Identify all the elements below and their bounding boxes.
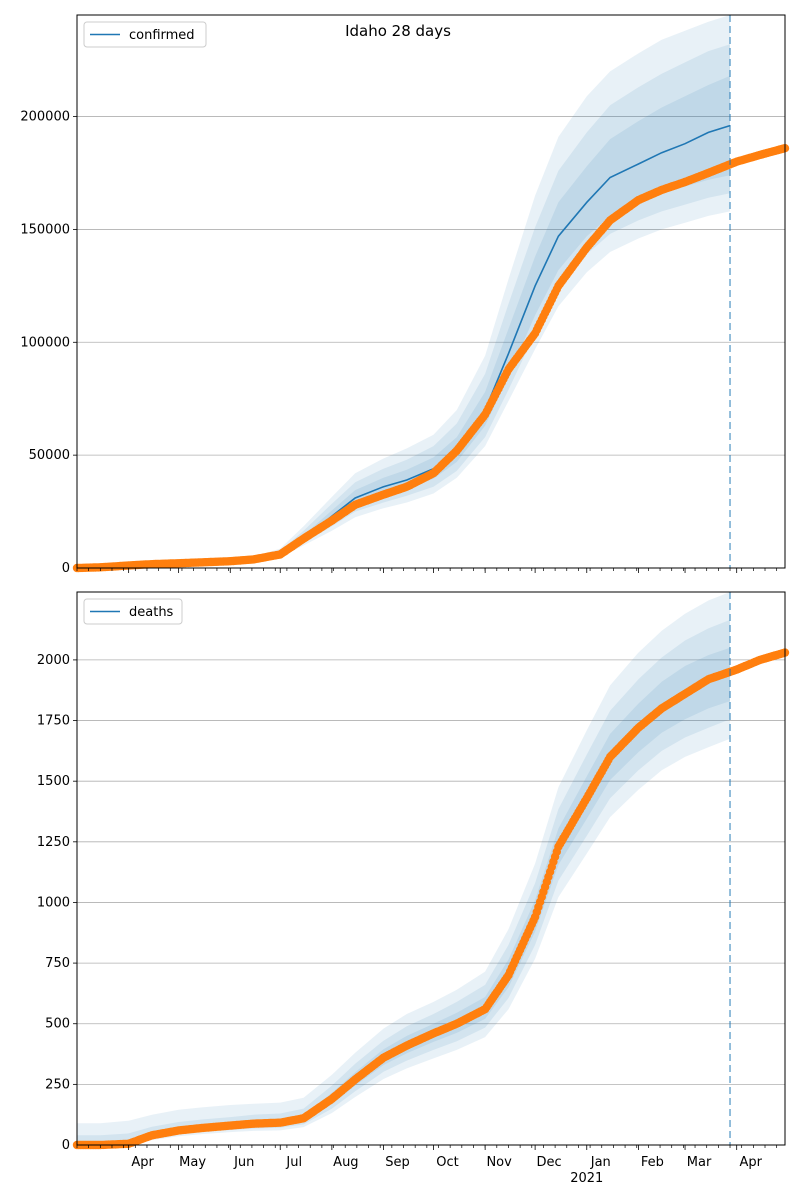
x-tick-label: Aug xyxy=(333,1155,358,1170)
y-tick-label: 1250 xyxy=(37,835,70,850)
x-tick-label: Jun xyxy=(233,1155,254,1170)
x-tick-label: Apr xyxy=(131,1155,154,1170)
y-tick-label: 2000 xyxy=(37,653,70,668)
figure-title: Idaho 28 days xyxy=(345,22,451,40)
band-inner xyxy=(230,75,731,562)
confirmed-chart: 0 50000 100000 150000 200000 confirmed xyxy=(20,14,790,576)
band-inner xyxy=(77,647,730,1145)
legend-box xyxy=(83,598,183,625)
observed-series xyxy=(72,144,790,573)
observed-series xyxy=(72,648,790,1150)
band-middle xyxy=(77,619,730,1145)
band-outer xyxy=(230,15,731,563)
y-tick-label: 50000 xyxy=(29,448,70,463)
band-outer xyxy=(77,592,730,1145)
y-tick-label: 750 xyxy=(45,956,70,971)
x-tick-label: Apr xyxy=(739,1155,762,1170)
legend: deaths xyxy=(83,598,183,625)
x-tick-label: Nov xyxy=(486,1155,512,1170)
band-middle xyxy=(230,44,731,563)
legend-box xyxy=(83,21,207,48)
x-year-label: 2021 xyxy=(570,1171,603,1186)
y-tick-label: 0 xyxy=(62,1138,70,1153)
y-tick-label: 1750 xyxy=(37,714,70,729)
x-axis: Apr May Jun Jul Aug Sep Oct Nov Dec Jan Feb Mar Apr 2… xyxy=(131,1155,762,1186)
x-tick-label: Dec xyxy=(537,1155,562,1170)
legend-label: deaths xyxy=(129,605,174,620)
plot-frame xyxy=(76,14,786,569)
y-tick-label: 100000 xyxy=(20,335,70,350)
x-tick-label: May xyxy=(179,1155,206,1170)
x-tick-label: Jan xyxy=(590,1155,611,1170)
plot-frame xyxy=(76,591,786,1146)
y-tick-label: 500 xyxy=(45,1017,70,1032)
legend: confirmed xyxy=(83,21,207,48)
deaths-chart: 0 250 500 750 1000 1250 1500 1750 2000 deaths xyxy=(37,591,790,1153)
y-tick-label: 200000 xyxy=(20,110,70,125)
legend-label: confirmed xyxy=(129,28,195,43)
x-tick-label: Feb xyxy=(641,1155,664,1170)
y-tick-label: 150000 xyxy=(20,222,70,237)
y-tick-label: 1000 xyxy=(37,895,70,910)
y-tick-label: 0 xyxy=(62,561,70,576)
x-tick-label: Oct xyxy=(436,1155,458,1170)
x-tick-label: Sep xyxy=(385,1155,410,1170)
y-tick-label: 1500 xyxy=(37,774,70,789)
x-tick-label: Jul xyxy=(285,1155,302,1170)
x-tick-label: Mar xyxy=(687,1155,712,1170)
y-tick-label: 250 xyxy=(45,1077,70,1092)
